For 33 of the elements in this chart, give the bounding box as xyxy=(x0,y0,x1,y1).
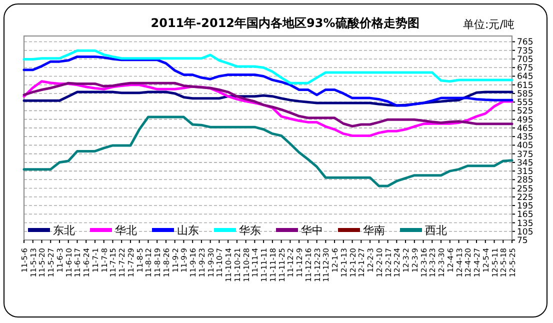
y-tick-label: 255 xyxy=(517,184,534,194)
legend-label: 华北 xyxy=(115,224,137,237)
y-tick-label: 705 xyxy=(517,54,534,65)
y-tick-label: 735 xyxy=(517,46,534,56)
y-tick-label: 675 xyxy=(517,64,534,74)
y-tick-label: 765 xyxy=(517,38,534,48)
chart-title: 2011年-2012年国内各地区93%硫酸价格走势图 xyxy=(150,16,420,30)
y-tick-label: 195 xyxy=(517,202,534,212)
y-tick-label: 285 xyxy=(517,176,534,186)
y-tick-label: 555 xyxy=(517,98,534,108)
y-tick-label: 315 xyxy=(517,167,534,178)
legend-label: 山东 xyxy=(177,224,199,237)
y-tick-label: 345 xyxy=(517,158,534,168)
y-tick-label: 135 xyxy=(517,218,534,229)
y-tick-label: 405 xyxy=(517,141,534,152)
legend-label: 东北 xyxy=(53,224,75,237)
y-tick-label: 465 xyxy=(517,124,534,134)
y-tick-label: 585 xyxy=(517,89,534,100)
y-tick-label: 495 xyxy=(517,115,534,126)
y-tick-label: 225 xyxy=(517,192,534,203)
legend-label: 华东 xyxy=(239,224,261,237)
y-tick-label: 165 xyxy=(517,210,534,220)
text: 单位:元/吨 xyxy=(463,18,514,31)
y-tick-label: 75 xyxy=(517,236,528,246)
y-tick-label: 525 xyxy=(517,106,534,117)
legend-label: 西北 xyxy=(425,224,447,237)
y-tick-label: 435 xyxy=(517,132,534,143)
y-tick-label: 645 xyxy=(517,72,534,82)
legend-label: 华中 xyxy=(301,224,323,237)
y-tick-label: 615 xyxy=(517,80,534,91)
y-tick-label: 105 xyxy=(517,227,534,238)
y-tick-label: 375 xyxy=(517,150,534,160)
legend-label: 华南 xyxy=(363,224,385,237)
